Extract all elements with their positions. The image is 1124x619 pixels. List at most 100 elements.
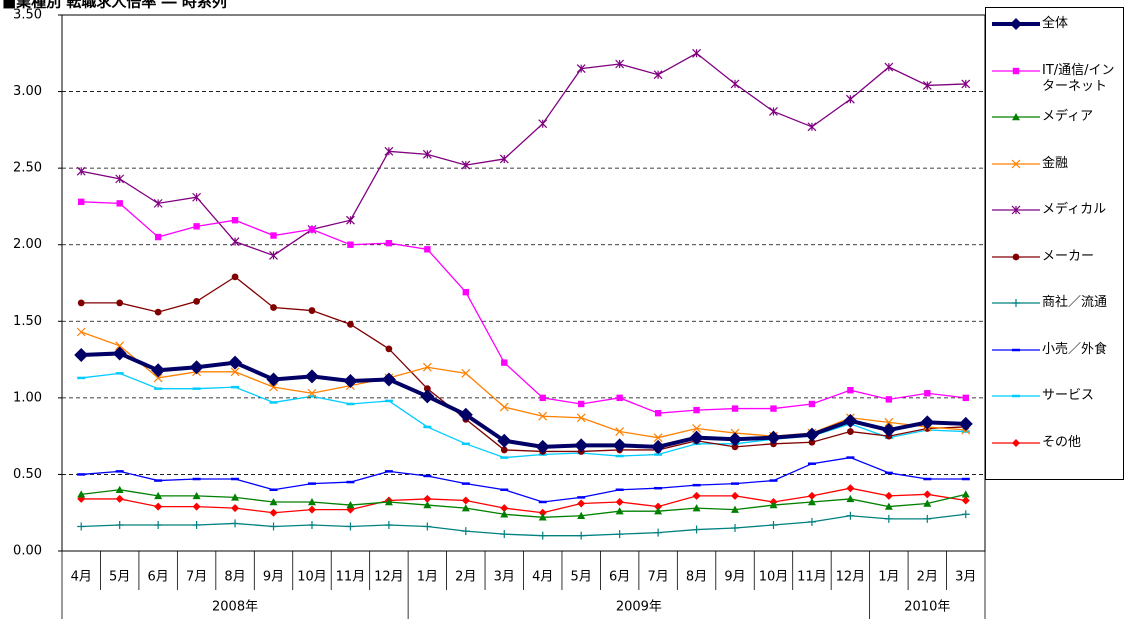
x-tick-label: 12月	[374, 570, 404, 585]
marker	[574, 438, 589, 453]
marker	[846, 511, 855, 520]
marker	[112, 346, 127, 361]
legend-entry: その他	[990, 435, 1120, 451]
y-tick-label: 0.50	[13, 467, 42, 482]
marker	[847, 387, 854, 394]
marker	[730, 79, 740, 89]
marker	[384, 146, 394, 156]
marker	[846, 494, 855, 503]
marker	[692, 48, 701, 58]
marker	[612, 438, 627, 453]
marker	[924, 390, 931, 397]
marker	[151, 363, 166, 378]
marker	[462, 288, 470, 296]
x-tick-label: 5月	[571, 570, 592, 585]
marker	[538, 119, 548, 129]
marker	[423, 522, 432, 531]
marker	[385, 239, 393, 247]
marker	[731, 443, 739, 451]
x-tick-label: 3月	[955, 570, 976, 585]
legend-entry: メディア	[990, 109, 1120, 125]
marker	[615, 59, 625, 69]
legend-swatch	[992, 394, 1040, 398]
marker	[616, 394, 623, 402]
x-tick-label: 11月	[797, 570, 827, 585]
x-tick-label: 11月	[336, 570, 366, 585]
marker	[154, 520, 163, 529]
marker	[731, 405, 739, 412]
marker	[692, 424, 701, 433]
x-group-label: 2008年	[212, 600, 258, 615]
marker	[692, 491, 701, 500]
marker	[884, 491, 893, 500]
marker	[115, 174, 125, 184]
legend-label: 小売／外食	[1042, 341, 1108, 357]
marker	[346, 522, 355, 531]
marker	[347, 241, 354, 248]
marker	[920, 415, 935, 430]
marker	[654, 507, 663, 515]
marker	[192, 192, 202, 202]
legend-swatch	[992, 438, 1040, 447]
marker	[577, 499, 586, 508]
marker	[923, 490, 932, 499]
x-tick-label: 1月	[878, 570, 899, 585]
marker	[846, 428, 854, 435]
marker	[500, 446, 508, 454]
marker	[1010, 18, 1022, 30]
marker	[728, 432, 743, 447]
marker	[228, 355, 243, 370]
marker	[692, 525, 701, 534]
legend-entry: 商社／流通	[990, 295, 1120, 311]
series-line	[81, 513, 966, 537]
y-tick-label: 1.00	[13, 390, 42, 405]
marker	[269, 522, 278, 531]
x-tick-label: 8月	[686, 570, 707, 585]
legend-entry: 金融	[990, 156, 1120, 172]
marker	[769, 520, 778, 529]
x-tick-label: 12月	[836, 570, 866, 585]
marker	[116, 299, 124, 307]
marker	[538, 411, 548, 421]
legend-swatch	[992, 18, 1040, 30]
legend-swatch	[992, 67, 1040, 74]
marker	[266, 372, 281, 387]
y-tick-label: 2.00	[13, 237, 42, 252]
marker	[1012, 113, 1020, 121]
chart-title: ■業種別 転職求人倍率 ― 時系列	[2, 0, 227, 11]
y-tick-label: 3.00	[13, 84, 42, 99]
marker	[500, 504, 509, 513]
marker	[193, 223, 200, 230]
marker	[538, 508, 547, 517]
marker	[269, 251, 278, 260]
marker	[1011, 205, 1021, 215]
legend-label: 商社／流通	[1042, 295, 1108, 310]
marker	[461, 527, 470, 536]
marker	[961, 490, 970, 498]
marker	[424, 246, 431, 253]
marker	[307, 497, 316, 506]
y-tick-label: 0.00	[13, 544, 42, 559]
marker	[884, 502, 893, 510]
marker	[115, 494, 124, 503]
marker	[843, 413, 858, 428]
x-tick-label: 1月	[417, 570, 438, 585]
marker	[384, 497, 393, 506]
marker	[769, 501, 778, 509]
marker	[153, 198, 163, 208]
marker	[231, 519, 240, 528]
series-line	[81, 489, 966, 518]
marker	[962, 394, 969, 402]
marker	[1012, 299, 1020, 307]
marker	[343, 374, 358, 389]
legend-entry: 小売／外食	[990, 342, 1120, 358]
marker	[154, 491, 163, 500]
marker	[1012, 67, 1020, 74]
marker	[231, 504, 240, 513]
marker	[116, 200, 123, 207]
x-tick-label: 8月	[224, 570, 245, 585]
legend-entry: IT/通信/インターネット	[990, 63, 1120, 95]
legend-swatch	[992, 299, 1040, 307]
legend-label: サービス	[1042, 388, 1095, 403]
